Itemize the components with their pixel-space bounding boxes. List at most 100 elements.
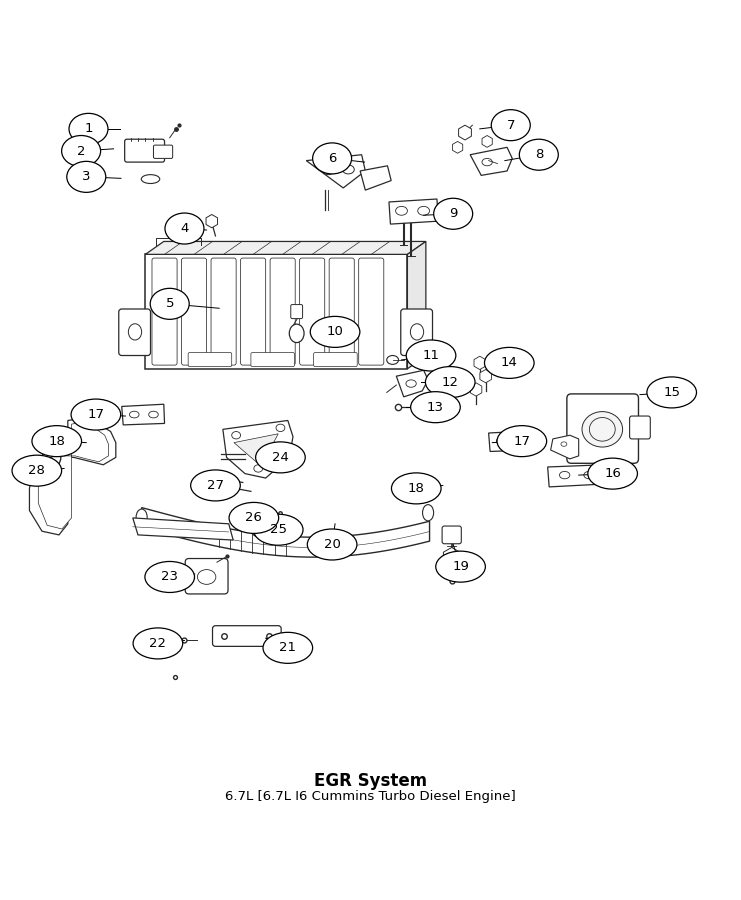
FancyBboxPatch shape (290, 304, 302, 319)
FancyBboxPatch shape (313, 353, 357, 366)
FancyBboxPatch shape (241, 258, 266, 365)
Text: 8: 8 (534, 148, 543, 161)
FancyBboxPatch shape (401, 309, 433, 356)
Ellipse shape (263, 633, 313, 663)
FancyBboxPatch shape (299, 258, 325, 365)
Ellipse shape (229, 502, 279, 534)
Polygon shape (142, 508, 430, 557)
Ellipse shape (310, 317, 360, 347)
FancyBboxPatch shape (213, 626, 281, 646)
Text: 7: 7 (507, 119, 515, 131)
Ellipse shape (256, 442, 305, 472)
Text: 9: 9 (449, 207, 457, 220)
Polygon shape (488, 431, 530, 452)
Polygon shape (408, 241, 426, 369)
Ellipse shape (491, 110, 531, 140)
Ellipse shape (647, 377, 697, 408)
Text: 14: 14 (501, 356, 518, 369)
Text: 28: 28 (28, 464, 45, 477)
Ellipse shape (422, 505, 433, 521)
Ellipse shape (69, 113, 108, 144)
Ellipse shape (165, 213, 204, 244)
FancyBboxPatch shape (211, 258, 236, 365)
FancyBboxPatch shape (185, 559, 228, 594)
Text: 26: 26 (245, 511, 262, 525)
Polygon shape (234, 434, 278, 466)
Polygon shape (360, 166, 391, 190)
Ellipse shape (391, 472, 441, 504)
Text: EGR System: EGR System (314, 771, 427, 789)
Polygon shape (551, 436, 579, 459)
Text: 16: 16 (604, 467, 621, 480)
Text: 17: 17 (87, 408, 104, 421)
Text: 21: 21 (279, 642, 296, 654)
FancyBboxPatch shape (270, 258, 295, 365)
Polygon shape (396, 370, 428, 397)
Text: 13: 13 (427, 400, 444, 414)
FancyBboxPatch shape (359, 258, 384, 365)
Text: 1: 1 (84, 122, 93, 135)
Text: 23: 23 (162, 571, 178, 583)
Ellipse shape (289, 324, 304, 343)
Polygon shape (470, 148, 512, 176)
Ellipse shape (436, 551, 485, 582)
FancyBboxPatch shape (145, 255, 408, 369)
FancyBboxPatch shape (182, 258, 207, 365)
Text: 27: 27 (207, 479, 224, 492)
Ellipse shape (411, 392, 460, 423)
Ellipse shape (190, 470, 240, 501)
FancyBboxPatch shape (152, 258, 177, 365)
Text: 17: 17 (514, 435, 531, 447)
Polygon shape (39, 420, 108, 529)
Ellipse shape (12, 455, 62, 486)
Text: 10: 10 (327, 326, 344, 338)
Polygon shape (223, 420, 293, 478)
Polygon shape (389, 199, 439, 224)
Ellipse shape (519, 140, 558, 170)
FancyBboxPatch shape (329, 258, 354, 365)
Ellipse shape (136, 509, 147, 526)
Polygon shape (548, 464, 605, 487)
Ellipse shape (150, 288, 189, 320)
Ellipse shape (313, 143, 351, 174)
Ellipse shape (32, 426, 82, 456)
FancyBboxPatch shape (188, 353, 232, 366)
Ellipse shape (145, 562, 194, 592)
Text: 12: 12 (442, 375, 459, 389)
FancyBboxPatch shape (119, 309, 150, 356)
Ellipse shape (497, 426, 547, 456)
Ellipse shape (406, 340, 456, 371)
Text: 5: 5 (165, 297, 174, 310)
Text: 3: 3 (82, 170, 90, 184)
Ellipse shape (588, 458, 637, 489)
Ellipse shape (582, 411, 622, 447)
FancyBboxPatch shape (567, 394, 639, 464)
Ellipse shape (67, 161, 106, 193)
Polygon shape (133, 518, 233, 540)
FancyBboxPatch shape (124, 140, 165, 162)
Polygon shape (145, 241, 426, 255)
Ellipse shape (425, 366, 475, 398)
Ellipse shape (71, 399, 121, 430)
FancyBboxPatch shape (630, 416, 651, 439)
FancyBboxPatch shape (153, 145, 173, 158)
Text: 6.7L [6.7L I6 Cummins Turbo Diesel Engine]: 6.7L [6.7L I6 Cummins Turbo Diesel Engin… (225, 790, 516, 804)
Text: 18: 18 (48, 435, 65, 447)
Ellipse shape (253, 514, 303, 545)
Text: 24: 24 (272, 451, 289, 464)
FancyBboxPatch shape (251, 353, 294, 366)
Text: 25: 25 (270, 523, 287, 536)
Text: 20: 20 (324, 538, 341, 551)
Text: 4: 4 (180, 222, 189, 235)
Text: 15: 15 (663, 386, 680, 399)
Ellipse shape (250, 519, 272, 537)
Text: 6: 6 (328, 152, 336, 165)
Polygon shape (306, 155, 365, 188)
Ellipse shape (485, 347, 534, 378)
Text: 19: 19 (452, 560, 469, 573)
Text: 11: 11 (422, 349, 439, 362)
Ellipse shape (308, 529, 357, 560)
FancyBboxPatch shape (442, 526, 462, 544)
Ellipse shape (62, 136, 101, 166)
Polygon shape (30, 417, 116, 535)
